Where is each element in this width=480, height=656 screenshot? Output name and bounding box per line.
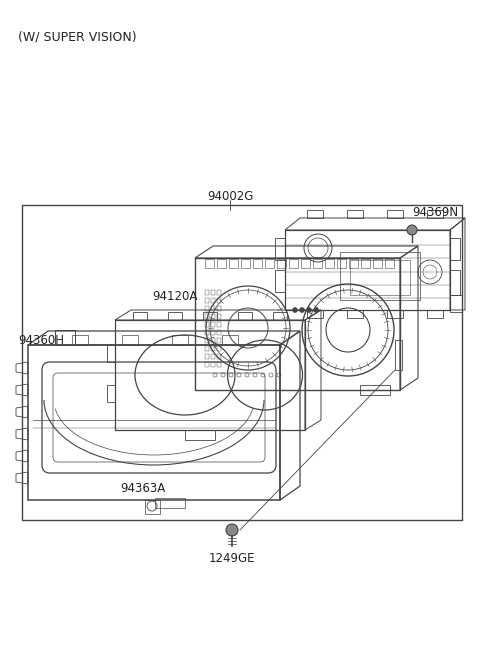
Circle shape [307,308,312,312]
Circle shape [407,225,417,235]
Circle shape [300,308,304,312]
Circle shape [313,308,319,312]
Circle shape [292,308,298,312]
Text: 1249GE: 1249GE [209,552,255,565]
Text: (W/ SUPER VISION): (W/ SUPER VISION) [18,30,137,43]
Text: 94360H: 94360H [18,333,64,346]
Text: 94002G: 94002G [207,190,253,203]
Text: 94369N: 94369N [412,205,458,218]
Text: 94363A: 94363A [120,482,165,495]
Circle shape [226,524,238,536]
Text: 94120A: 94120A [152,289,197,302]
Bar [22,205,462,520]
